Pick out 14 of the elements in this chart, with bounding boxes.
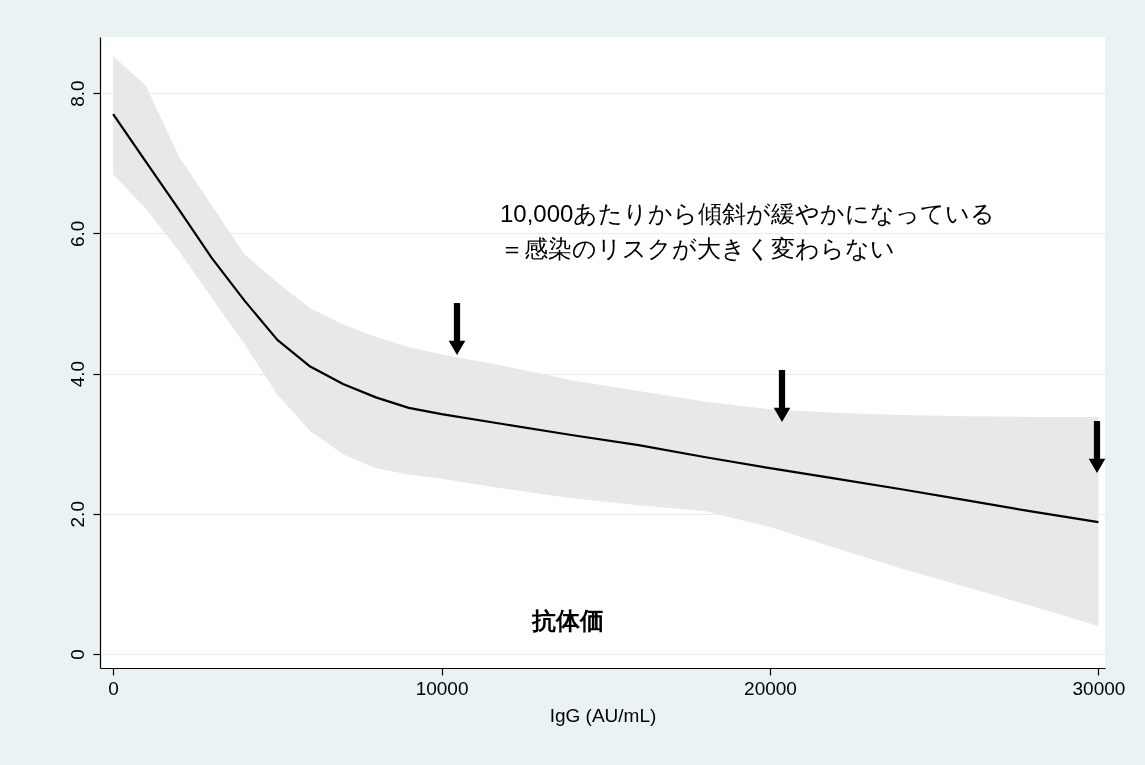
line-series bbox=[112, 113, 1100, 524]
x-axis-title: IgG (AU/mL) bbox=[549, 704, 657, 726]
x-tick-label: 30000 bbox=[1072, 677, 1126, 699]
annotation: ＝感染のリスクが大きく変わらない bbox=[500, 235, 895, 262]
x-tick-label: 10000 bbox=[415, 677, 469, 699]
y-tick-label: 8.0 bbox=[66, 80, 88, 107]
x-tick-label: 0 bbox=[108, 677, 119, 699]
y-tick-label: 2.0 bbox=[66, 501, 88, 528]
annotation: 10,000あたりから傾斜が緩やかになっている bbox=[500, 200, 996, 227]
y-tick-label: 0 bbox=[66, 649, 88, 660]
x-tick-label: 20000 bbox=[744, 677, 797, 699]
annotation: 抗体価 bbox=[531, 607, 604, 634]
y-tick-label: 6.0 bbox=[66, 220, 88, 248]
y-tick-label: 4.0 bbox=[66, 360, 88, 388]
